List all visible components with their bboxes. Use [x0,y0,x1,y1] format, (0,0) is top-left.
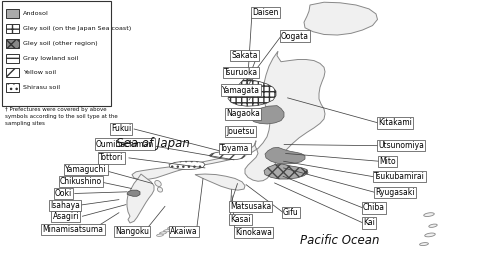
Text: Sakata: Sakata [231,51,258,60]
Text: Tsukubamirai: Tsukubamirai [374,172,425,181]
Text: Asagiri: Asagiri [52,212,79,221]
Ellipse shape [155,180,161,187]
Text: Tsuruoka: Tsuruoka [224,68,258,77]
Text: Gray lowland soil: Gray lowland soil [23,56,78,61]
Polygon shape [195,174,245,190]
Ellipse shape [429,224,437,227]
Ellipse shape [424,233,436,237]
Text: Jouetsu: Jouetsu [226,127,254,136]
Text: † Prefectures were covered by above
symbols according to the soil type at the
sa: † Prefectures were covered by above symb… [4,107,117,126]
Ellipse shape [158,187,162,192]
Text: Yamagata: Yamagata [222,86,260,95]
Text: Andosol: Andosol [23,11,49,16]
Text: Minamisatsuma: Minamisatsuma [42,225,104,234]
Polygon shape [250,106,284,124]
Polygon shape [209,151,245,160]
Ellipse shape [164,230,170,232]
Polygon shape [264,164,308,179]
Text: Pacific Ocean: Pacific Ocean [300,234,380,247]
Polygon shape [169,161,205,170]
Text: Sea of Japan: Sea of Japan [116,137,190,150]
Text: Kasai: Kasai [230,215,250,224]
Text: Gifu: Gifu [283,208,299,217]
Text: Oumihachiman: Oumihachiman [96,140,154,148]
Text: Ooki: Ooki [55,189,72,198]
Text: Daisen: Daisen [252,8,278,17]
Ellipse shape [420,243,428,245]
Text: Oogata: Oogata [281,32,309,41]
Text: Kitakami: Kitakami [378,118,412,127]
FancyBboxPatch shape [2,1,111,106]
Text: Tottori: Tottori [99,153,124,162]
Text: Akaiwa: Akaiwa [170,227,198,236]
Text: Utsunomiya: Utsunomiya [378,141,424,150]
Text: Toyama: Toyama [220,144,250,153]
FancyBboxPatch shape [6,83,20,92]
Text: Chikushino: Chikushino [60,177,102,186]
Text: Shirasu soil: Shirasu soil [23,85,60,90]
Polygon shape [127,174,154,223]
Text: Yamaguchi: Yamaguchi [65,165,106,174]
Text: Nagaoka: Nagaoka [226,110,260,118]
FancyBboxPatch shape [6,39,20,48]
FancyBboxPatch shape [6,54,20,63]
Text: Kai: Kai [363,219,375,227]
Text: Nangoku: Nangoku [115,227,149,236]
Text: Fukui: Fukui [111,125,131,133]
Polygon shape [228,78,276,106]
Ellipse shape [160,232,166,234]
Text: Kinokawa: Kinokawa [235,228,272,237]
FancyBboxPatch shape [6,68,20,77]
Ellipse shape [156,234,164,236]
Polygon shape [304,2,378,35]
Ellipse shape [168,227,174,229]
FancyBboxPatch shape [6,24,20,33]
FancyBboxPatch shape [6,9,20,18]
Text: Chiba: Chiba [363,203,385,212]
Polygon shape [265,147,305,164]
Text: Gley soil (other region): Gley soil (other region) [23,41,98,46]
Ellipse shape [424,213,434,217]
Text: Mito: Mito [379,157,396,166]
Text: Ryugasaki: Ryugasaki [375,188,414,197]
Polygon shape [127,190,140,196]
Text: Gley soil (on the Japan Sea coast): Gley soil (on the Japan Sea coast) [23,26,131,31]
Text: Isahaya: Isahaya [50,201,80,210]
Text: Yellow soil: Yellow soil [23,70,56,75]
Text: Matsusaka: Matsusaka [230,202,271,211]
Polygon shape [132,51,325,181]
